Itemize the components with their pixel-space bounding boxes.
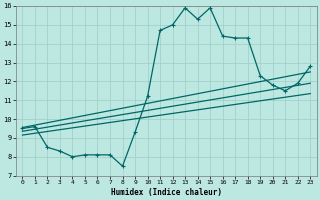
X-axis label: Humidex (Indice chaleur): Humidex (Indice chaleur)	[111, 188, 222, 197]
